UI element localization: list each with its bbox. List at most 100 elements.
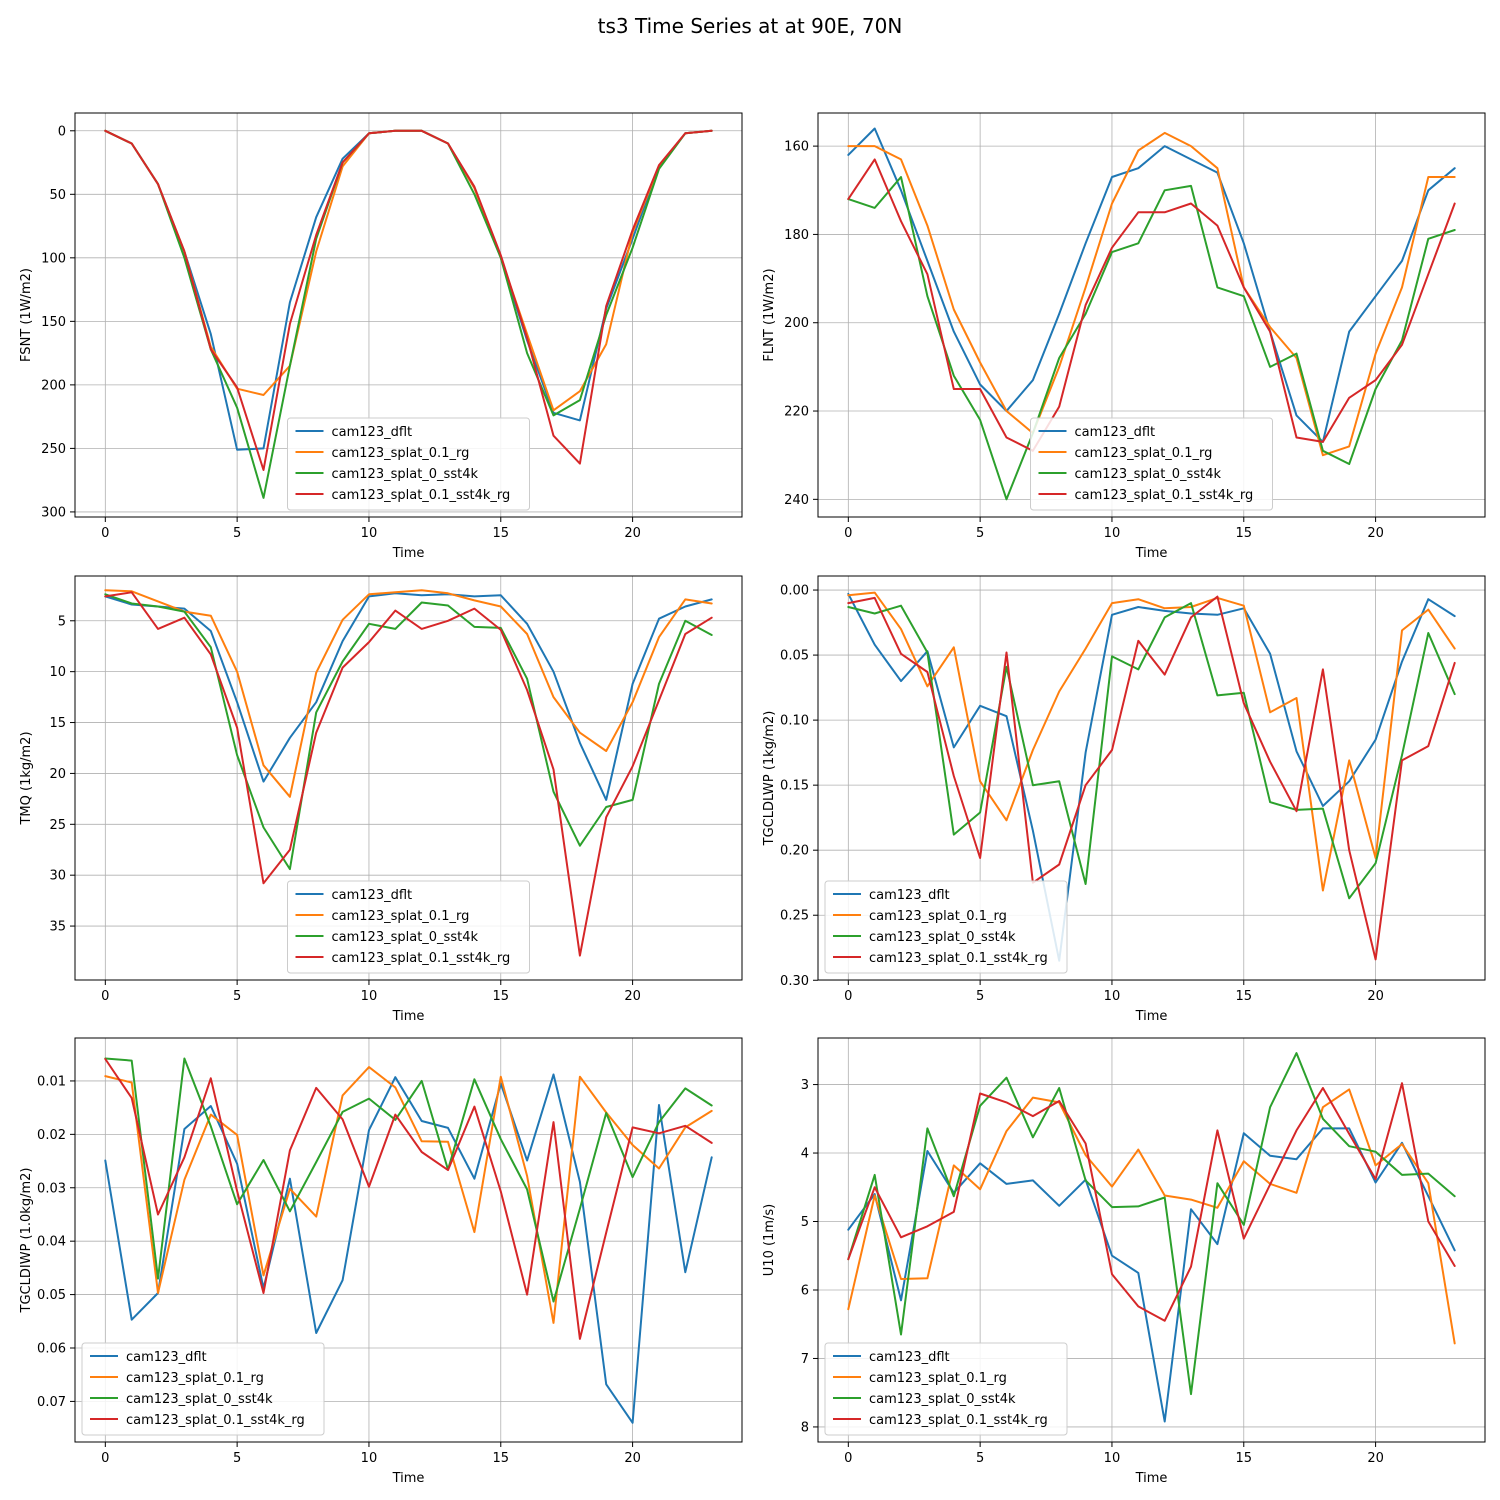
y-tick-label: 7 bbox=[801, 1352, 809, 1367]
y-tick-label: 0.06 bbox=[37, 1341, 66, 1356]
y-tick-label: 200 bbox=[784, 316, 809, 331]
y-tick-label: 250 bbox=[41, 442, 66, 457]
legend-label: cam123_splat_0_sst4k bbox=[126, 1392, 273, 1407]
x-tick-label: 5 bbox=[233, 526, 241, 541]
legend-box bbox=[287, 417, 530, 511]
legend-label: cam123_dflt bbox=[869, 888, 950, 903]
series-line-cam123-splat-0-1-rg bbox=[104, 589, 713, 798]
x-tick-label: 5 bbox=[233, 1451, 241, 1466]
legend-label: cam123_splat_0.1_sst4k_rg bbox=[869, 951, 1048, 966]
y-tick-label: 300 bbox=[41, 505, 66, 520]
y-tick-label: 10 bbox=[49, 665, 66, 680]
series-line-cam123-splat-0-1-sst4k-rg bbox=[847, 1082, 1456, 1322]
x-tick-label: 10 bbox=[1104, 1451, 1121, 1466]
x-tick-label: 10 bbox=[361, 989, 378, 1004]
y-axis-label: TGCLDIWP (1.0kg/m2) bbox=[19, 1168, 34, 1314]
legend-box bbox=[1030, 417, 1273, 511]
x-tick-label: 10 bbox=[361, 1451, 378, 1466]
series-line-cam123-dflt bbox=[104, 129, 713, 451]
x-axis-label: Time bbox=[1135, 546, 1168, 561]
series-line-cam123-dflt bbox=[847, 127, 1456, 443]
axes-frame bbox=[817, 1037, 1486, 1443]
y-tick-label: 0.10 bbox=[780, 714, 809, 729]
legend-label: cam123_splat_0.1_rg bbox=[332, 446, 470, 461]
x-tick-label: 15 bbox=[492, 526, 509, 541]
y-tick-label: 180 bbox=[784, 228, 809, 243]
y-tick-label: 0.04 bbox=[37, 1235, 66, 1250]
x-tick-label: 15 bbox=[492, 989, 509, 1004]
legend-label: cam123_dflt bbox=[332, 425, 413, 440]
x-tick-label: 5 bbox=[976, 526, 984, 541]
legend-box bbox=[287, 880, 530, 974]
x-tick-label: 20 bbox=[1367, 1451, 1384, 1466]
series-line-cam123-splat-0-sst4k bbox=[104, 1057, 713, 1303]
x-tick-label: 0 bbox=[844, 526, 852, 541]
legend-label: cam123_splat_0_sst4k bbox=[332, 930, 479, 945]
series-line-cam123-splat-0-1-sst4k-rg bbox=[847, 595, 1456, 961]
series-line-cam123-splat-0-1-sst4k-rg bbox=[847, 158, 1456, 452]
x-tick-label: 20 bbox=[1367, 526, 1384, 541]
x-tick-label: 5 bbox=[976, 989, 984, 1004]
legend-label: cam123_splat_0.1_rg bbox=[869, 1371, 1007, 1386]
y-tick-label: 100 bbox=[41, 251, 66, 266]
x-tick-label: 15 bbox=[1235, 1451, 1252, 1466]
y-axis-label: U10 (1m/s) bbox=[762, 1204, 777, 1276]
y-tick-label: 160 bbox=[784, 140, 809, 155]
x-tick-label: 10 bbox=[1104, 526, 1121, 541]
legend-label: cam123_splat_0_sst4k bbox=[332, 467, 479, 482]
y-tick-label: 8 bbox=[801, 1420, 809, 1435]
y-tick-label: 0.00 bbox=[780, 584, 809, 599]
chart-panel-4: 0 5 10 15 20 0.00 0.05 0.10 0.15 0.20 0.25 0.30 Time… bbox=[762, 575, 1486, 1024]
axes-frame bbox=[817, 575, 1486, 981]
y-tick-label: 30 bbox=[49, 869, 66, 884]
axes-frame bbox=[74, 575, 743, 981]
legend-label: cam123_splat_0_sst4k bbox=[869, 1392, 1016, 1407]
series-line-cam123-splat-0-1-sst4k-rg bbox=[104, 129, 713, 471]
series-line-cam123-splat-0-1-sst4k-rg bbox=[104, 591, 713, 957]
series-line-cam123-dflt bbox=[104, 592, 713, 801]
legend-label: cam123_splat_0.1_rg bbox=[332, 909, 470, 924]
y-tick-label: 25 bbox=[49, 818, 66, 833]
series-line-cam123-splat-0-1-rg bbox=[847, 1088, 1456, 1345]
series-line-cam123-splat-0-1-sst4k-rg bbox=[104, 1058, 713, 1340]
legend-label: cam123_splat_0.1_sst4k_rg bbox=[869, 1413, 1048, 1428]
y-tick-label: 0 bbox=[58, 124, 66, 139]
y-tick-label: 5 bbox=[801, 1215, 809, 1230]
figure-title: ts3 Time Series at at 90E, 70N bbox=[597, 14, 903, 38]
y-tick-label: 4 bbox=[801, 1147, 809, 1162]
x-tick-label: 10 bbox=[1104, 989, 1121, 1004]
series-line-cam123-splat-0-1-rg bbox=[847, 591, 1456, 892]
y-tick-label: 0.03 bbox=[37, 1181, 66, 1196]
series-line-cam123-splat-0-1-rg bbox=[104, 1066, 713, 1324]
y-tick-label: 0.05 bbox=[780, 649, 809, 664]
x-axis-label: Time bbox=[1135, 1471, 1168, 1486]
legend: cam123_dflt cam123_splat_0.1_rg cam123_spl… bbox=[1030, 417, 1273, 511]
x-tick-label: 0 bbox=[844, 989, 852, 1004]
y-tick-label: 5 bbox=[58, 614, 66, 629]
legend-label: cam123_splat_0.1_rg bbox=[869, 909, 1007, 924]
y-tick-label: 15 bbox=[49, 716, 66, 731]
x-axis-label: Time bbox=[1135, 1009, 1168, 1024]
y-tick-label: 240 bbox=[784, 493, 809, 508]
legend-label: cam123_dflt bbox=[332, 888, 413, 903]
x-tick-label: 20 bbox=[624, 1451, 641, 1466]
y-tick-label: 35 bbox=[49, 920, 66, 935]
x-tick-label: 5 bbox=[976, 1451, 984, 1466]
x-tick-label: 10 bbox=[361, 526, 378, 541]
x-axis-label: Time bbox=[392, 1009, 425, 1024]
x-tick-label: 20 bbox=[1367, 989, 1384, 1004]
legend: cam123_dflt cam123_splat_0.1_rg cam123_spl… bbox=[824, 1342, 1068, 1436]
y-tick-label: 0.05 bbox=[37, 1288, 66, 1303]
y-tick-label: 6 bbox=[801, 1283, 809, 1298]
series-line-cam123-splat-0-sst4k bbox=[847, 176, 1456, 501]
x-tick-label: 0 bbox=[101, 526, 109, 541]
y-tick-label: 0.15 bbox=[780, 779, 809, 794]
chart-panel-3: 0 5 10 15 20 5 10 15 20 25 30 35 Time TMQ (1kg/m2) cam… bbox=[19, 575, 743, 1024]
y-tick-label: 0.25 bbox=[780, 909, 809, 924]
y-tick-label: 150 bbox=[41, 315, 66, 330]
y-tick-label: 220 bbox=[784, 405, 809, 420]
x-tick-label: 15 bbox=[1235, 526, 1252, 541]
y-tick-label: 0.01 bbox=[37, 1074, 66, 1089]
